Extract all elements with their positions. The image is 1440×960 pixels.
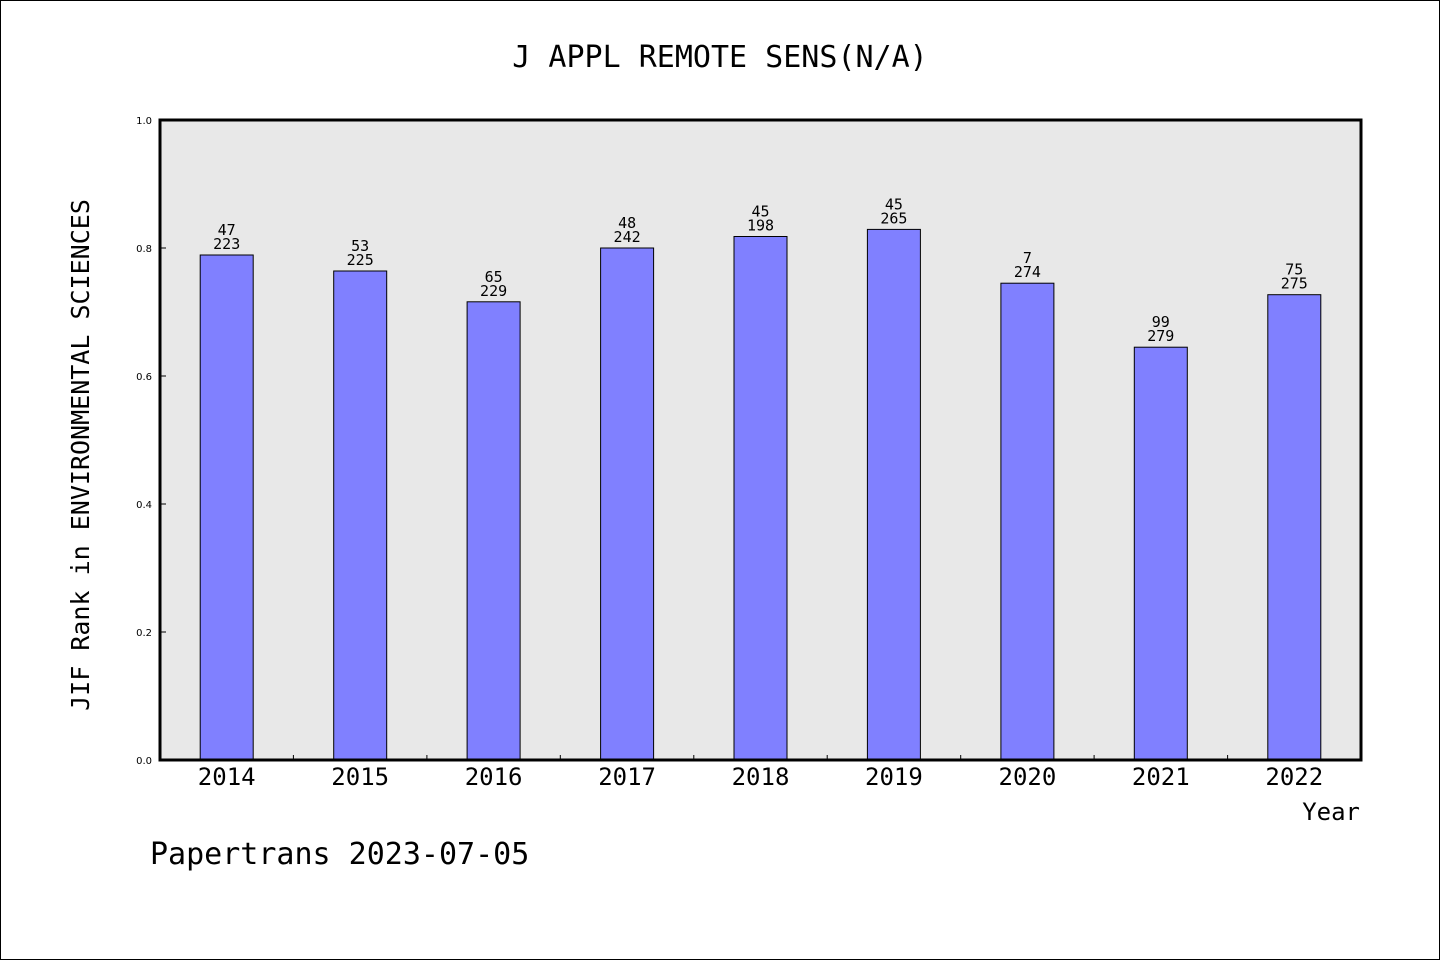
bar-total-label: 274 [1014,263,1041,281]
bar-rank-label: 48 [618,214,636,232]
x-tick-label: 2014 [198,763,256,791]
y-tick-label: 0.2 [136,628,152,639]
y-tick-label: 1.0 [136,116,152,127]
bar-2020 [1000,282,1055,761]
x-tick-label: 2021 [1132,763,1190,791]
bar-total-label: 265 [880,209,907,227]
y-tick-label: 0.4 [136,500,152,511]
plot-border [158,118,1363,762]
footer-text: Papertrans 2023-07-05 [150,837,529,872]
bar-total-label: 279 [1147,327,1174,345]
bar-2021 [1133,346,1188,761]
bar-rank-label: 75 [1285,261,1303,279]
bar-2019 [866,228,921,761]
bars-layer [199,228,1322,761]
bar-total-label: 275 [1281,275,1308,293]
y-tick-label: 0.6 [136,372,152,383]
x-tick-label: 2020 [999,763,1057,791]
y-axis-label: JIF Rank in ENVIRONMENTAL SCIENCES [66,199,95,711]
x-axis-label: Year [1302,798,1360,826]
bar-2022 [1267,294,1322,761]
bar-total-label: 223 [213,235,240,253]
x-ticks-layer: 2014 2015 2016 2017 2018 2019 2020 2021 2022 [198,755,1323,791]
bar-2016 [466,301,521,761]
x-tick-label: 2018 [732,763,790,791]
bar-total-label: 242 [614,228,641,246]
bar-rank-label: 99 [1152,313,1170,331]
bar-rank-label: 65 [485,268,503,286]
bar-2014 [199,254,254,761]
x-tick-label: 2015 [331,763,389,791]
y-tick-label: 0.0 [136,756,152,767]
x-tick-label: 2019 [865,763,923,791]
bar-total-label: 225 [347,251,374,269]
x-tick-label: 2022 [1265,763,1323,791]
bar-rank-label: 7 [1023,249,1032,267]
y-tick-label: 0.8 [136,244,152,255]
x-tick-label: 2017 [598,763,656,791]
bar-rank-label: 47 [218,221,236,239]
bar-2017 [600,247,655,761]
bar-rank-label: 45 [885,195,903,213]
chart-title: J APPL REMOTE SENS(N/A) [512,40,927,75]
bar-total-label: 229 [480,282,507,300]
bar-total-label: 198 [747,217,774,235]
bar-rank-label: 53 [351,237,369,255]
bar-rank-label: 45 [751,203,769,221]
x-tick-label: 2016 [465,763,523,791]
bar-2018 [733,236,788,761]
bar-2015 [333,270,388,761]
